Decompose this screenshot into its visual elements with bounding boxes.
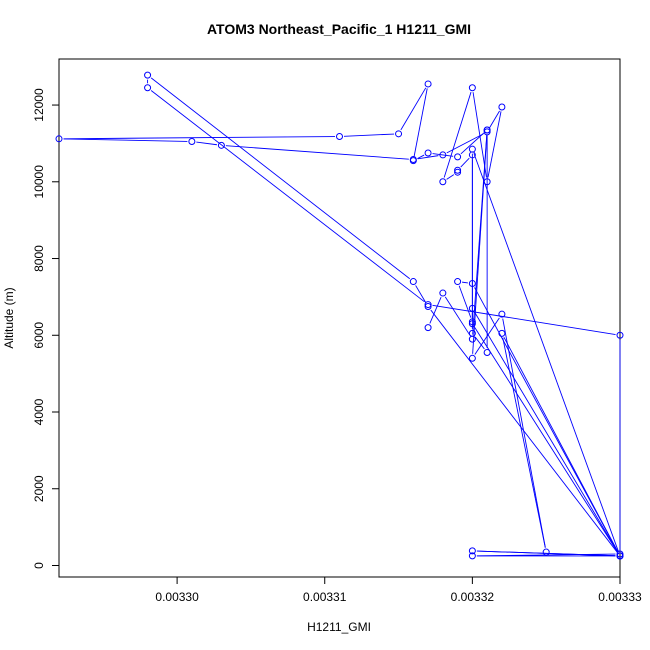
x-tick-label: 0.00330 bbox=[155, 590, 199, 604]
data-point bbox=[454, 278, 462, 286]
x-tick-label: 0.00333 bbox=[598, 590, 642, 604]
data-point bbox=[454, 153, 462, 161]
y-tick-label: 10000 bbox=[32, 165, 46, 199]
series-segment bbox=[196, 141, 217, 146]
data-point bbox=[498, 310, 506, 318]
data-point bbox=[424, 149, 432, 157]
data-point bbox=[616, 550, 624, 558]
series-segment bbox=[429, 297, 442, 324]
data-point bbox=[483, 128, 491, 136]
series-segment bbox=[413, 88, 428, 157]
data-point bbox=[483, 349, 491, 357]
series-segment bbox=[473, 153, 619, 552]
y-tick-label: 4000 bbox=[32, 398, 46, 425]
x-tick-label: 0.00331 bbox=[303, 590, 347, 604]
y-tick-label: 12000 bbox=[32, 88, 46, 122]
y-axis: 0 2000 4000 6000 8000 10000 12000 bbox=[32, 88, 59, 569]
data-point bbox=[468, 354, 476, 362]
series-segment bbox=[150, 77, 411, 280]
series-segment bbox=[150, 90, 425, 303]
data-point bbox=[468, 320, 476, 328]
data-point bbox=[424, 80, 432, 88]
series-segment bbox=[502, 318, 546, 548]
series-segment bbox=[443, 91, 472, 178]
series-segment bbox=[474, 312, 619, 553]
data-point bbox=[498, 329, 506, 337]
series-segment bbox=[63, 138, 188, 142]
series-segment bbox=[472, 134, 488, 335]
series-segment bbox=[487, 111, 502, 178]
series-segment bbox=[462, 281, 468, 284]
data-point bbox=[424, 302, 432, 310]
data-point bbox=[336, 133, 343, 141]
chart-title: ATOM3 Northeast_Pacific_1 H1211_GMI bbox=[207, 21, 471, 37]
y-tick-label: 6000 bbox=[32, 322, 46, 349]
series-segment bbox=[63, 136, 336, 140]
y-tick-label: 2000 bbox=[32, 475, 46, 502]
data-point bbox=[468, 304, 476, 312]
data-point bbox=[468, 552, 476, 560]
data-point bbox=[454, 168, 462, 176]
series-segment bbox=[343, 133, 395, 137]
series-segment bbox=[400, 87, 427, 131]
series-segment bbox=[417, 154, 425, 160]
data-point bbox=[468, 84, 476, 92]
data-point bbox=[468, 547, 476, 555]
data-point bbox=[498, 103, 506, 111]
data-point bbox=[616, 552, 624, 560]
series-segment bbox=[460, 157, 470, 168]
series-points bbox=[55, 71, 624, 560]
series-segment bbox=[458, 285, 472, 318]
data-point bbox=[439, 151, 447, 159]
data-point bbox=[468, 279, 476, 287]
series-segment bbox=[474, 327, 618, 553]
data-point bbox=[542, 548, 550, 556]
series-segment bbox=[476, 550, 616, 557]
y-tick-label: 0 bbox=[32, 562, 46, 569]
data-point bbox=[395, 130, 403, 138]
x-axis: 0.00330 0.00331 0.00332 0.00333 bbox=[155, 577, 642, 604]
data-point bbox=[468, 318, 476, 326]
data-point bbox=[144, 84, 152, 92]
data-point bbox=[483, 126, 491, 134]
plot-frame bbox=[58, 58, 621, 578]
series-segment bbox=[432, 153, 454, 157]
data-point bbox=[454, 166, 462, 174]
series-segment bbox=[474, 287, 619, 553]
data-point bbox=[439, 289, 447, 297]
series-segment bbox=[432, 304, 616, 336]
data-point bbox=[409, 156, 417, 164]
data-point bbox=[468, 335, 476, 343]
data-point bbox=[468, 145, 476, 153]
data-point bbox=[144, 71, 152, 79]
series-segment bbox=[415, 285, 427, 303]
series-segment bbox=[417, 155, 439, 160]
series-segment bbox=[474, 336, 485, 350]
y-tick-label: 8000 bbox=[32, 245, 46, 272]
data-point bbox=[55, 135, 63, 143]
series-segment bbox=[472, 92, 487, 178]
data-point bbox=[217, 141, 225, 149]
data-point bbox=[483, 178, 491, 186]
x-tick-label: 0.00332 bbox=[451, 590, 495, 604]
series-segment bbox=[503, 337, 619, 553]
data-point bbox=[616, 331, 624, 339]
data-point bbox=[468, 151, 476, 159]
data-point bbox=[424, 324, 432, 332]
data-point bbox=[424, 301, 432, 309]
data-point bbox=[439, 178, 447, 186]
data-point bbox=[188, 137, 196, 145]
series-segment bbox=[225, 145, 409, 160]
series-segment bbox=[444, 296, 471, 336]
y-axis-label: Altitude (m) bbox=[2, 287, 16, 348]
x-axis-label: H1211_GMI bbox=[307, 620, 371, 634]
data-point bbox=[409, 278, 417, 286]
series-lines bbox=[63, 77, 621, 557]
series-segment bbox=[502, 337, 546, 548]
series-segment bbox=[489, 110, 500, 129]
series-segment bbox=[446, 174, 455, 180]
